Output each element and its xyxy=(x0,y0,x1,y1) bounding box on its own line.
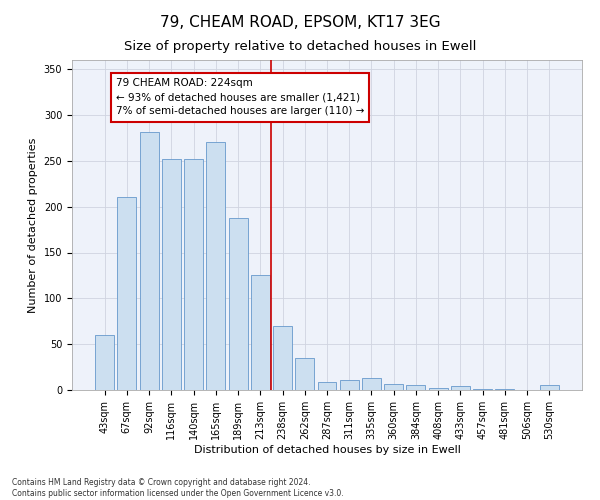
Bar xyxy=(317,382,337,390)
Bar xyxy=(295,358,314,390)
Bar xyxy=(229,218,248,390)
Bar xyxy=(406,386,425,390)
Bar xyxy=(340,380,359,390)
Bar xyxy=(384,384,403,390)
Bar xyxy=(362,378,381,390)
Bar xyxy=(496,389,514,390)
Text: Size of property relative to detached houses in Ewell: Size of property relative to detached ho… xyxy=(124,40,476,53)
Bar xyxy=(206,142,225,390)
Bar xyxy=(473,389,492,390)
Bar xyxy=(540,386,559,390)
Bar xyxy=(184,159,203,390)
Bar xyxy=(429,388,448,390)
Text: 79, CHEAM ROAD, EPSOM, KT17 3EG: 79, CHEAM ROAD, EPSOM, KT17 3EG xyxy=(160,15,440,30)
Bar xyxy=(451,386,470,390)
Y-axis label: Number of detached properties: Number of detached properties xyxy=(28,138,38,312)
Bar xyxy=(95,335,114,390)
Bar xyxy=(273,326,292,390)
Text: 79 CHEAM ROAD: 224sqm
← 93% of detached houses are smaller (1,421)
7% of semi-de: 79 CHEAM ROAD: 224sqm ← 93% of detached … xyxy=(116,78,364,116)
Bar xyxy=(162,159,181,390)
Bar xyxy=(118,198,136,390)
X-axis label: Distribution of detached houses by size in Ewell: Distribution of detached houses by size … xyxy=(194,444,460,454)
Bar xyxy=(251,274,270,390)
Text: Contains HM Land Registry data © Crown copyright and database right 2024.
Contai: Contains HM Land Registry data © Crown c… xyxy=(12,478,344,498)
Bar xyxy=(140,132,158,390)
